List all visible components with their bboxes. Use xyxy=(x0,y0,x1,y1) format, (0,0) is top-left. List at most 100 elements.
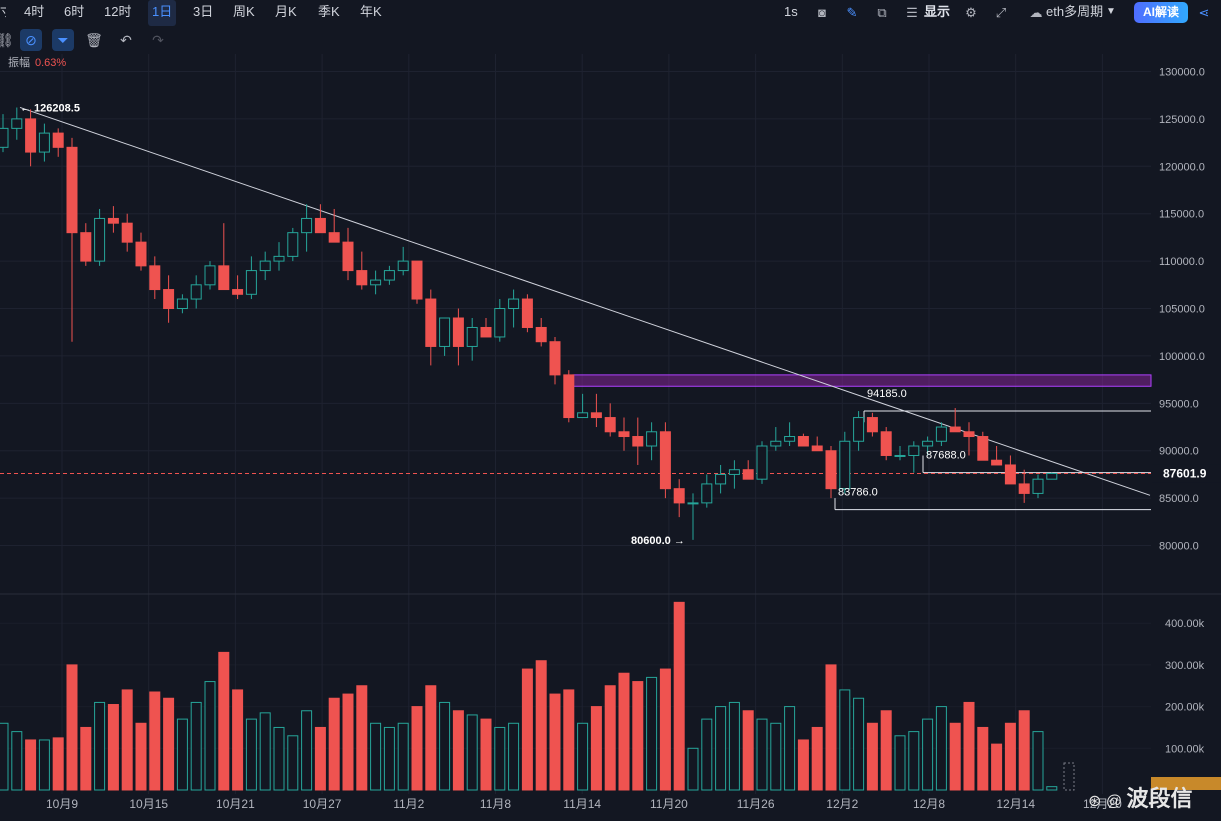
candle-body xyxy=(880,431,892,456)
timeframe-tab-8[interactable]: 年K xyxy=(360,4,382,19)
price-tick-label: 105000.0 xyxy=(1159,304,1205,316)
volume-bar xyxy=(273,726,285,791)
undo-icon[interactable]: ↶ xyxy=(120,32,132,48)
filter-icon[interactable]: ⏷ xyxy=(52,29,74,51)
price-tick-label: 110000.0 xyxy=(1159,256,1204,268)
candle-body xyxy=(673,488,685,504)
candle-body xyxy=(991,459,1003,466)
redo-icon[interactable]: ↷ xyxy=(152,32,164,48)
magnet-icon[interactable]: ⊘ xyxy=(20,29,42,51)
time-tick-label: 11月26 xyxy=(737,797,775,811)
volume-bar xyxy=(866,722,878,791)
candle-body xyxy=(259,260,271,272)
draw-pen-icon[interactable]: ✎ xyxy=(846,5,858,20)
candle-body xyxy=(163,289,175,310)
candle-body xyxy=(797,436,809,447)
candle-body xyxy=(687,502,699,505)
volume-bar xyxy=(673,601,685,791)
volume-series xyxy=(0,601,1075,791)
volume-bar xyxy=(135,722,147,791)
camera-icon[interactable]: ◙ xyxy=(818,5,826,20)
cut-timeframe-label[interactable]: 寸 xyxy=(0,0,6,26)
time-tick-label: 12月20 xyxy=(1083,797,1122,811)
volume-bar xyxy=(480,718,492,791)
volume-bar xyxy=(0,722,9,791)
timeframe-tab-2[interactable]: 12时 xyxy=(104,4,132,19)
volume-bar xyxy=(715,706,727,791)
level-3-label: 83786.0 xyxy=(838,487,878,499)
link-icon[interactable]: ⛓ xyxy=(0,32,14,48)
candle-body xyxy=(466,326,478,347)
volume-bar xyxy=(590,706,602,791)
timeframe-tab-4[interactable]: 3日 xyxy=(193,4,214,19)
volume-bar xyxy=(176,718,188,791)
candle-body xyxy=(701,483,713,504)
volume-bar xyxy=(839,689,851,791)
volume-bar xyxy=(604,685,616,791)
menu-icon[interactable]: ☰ xyxy=(906,5,918,20)
drawing-toolbar: ⛓ ⊘ ⏷ 🗑 ↶ ↷ xyxy=(0,26,1221,54)
chevron-down-icon[interactable]: ▼ xyxy=(1106,6,1116,17)
volume-bar xyxy=(797,739,809,791)
candle-body xyxy=(425,298,437,347)
interval-button[interactable]: 1s xyxy=(784,4,798,19)
fullscreen-icon[interactable]: ⤢ xyxy=(995,5,1007,20)
candlestick-chart[interactable]: 130000.0 125000.0 120000.0 115000.0 110000.0… xyxy=(0,54,1221,821)
volume-bar xyxy=(742,710,754,791)
volume-bar xyxy=(521,668,533,791)
current-price-tag xyxy=(1152,464,1221,483)
time-tick-label: 10月15 xyxy=(129,797,168,811)
candle-body xyxy=(563,374,575,419)
volume-bar xyxy=(121,689,133,791)
volume-bar xyxy=(452,710,464,791)
timeframe-tab-6[interactable]: 月K xyxy=(275,4,297,19)
high-annotation: ← 126208.5 xyxy=(20,102,80,114)
candle-series xyxy=(0,107,1058,540)
volume-bar xyxy=(383,726,395,791)
ai-interpret-button[interactable]: AI解读 xyxy=(1134,2,1188,23)
volume-bar xyxy=(342,693,354,791)
volume-bar xyxy=(756,718,768,791)
volume-bar xyxy=(646,676,658,791)
volume-tick-label: 100.00k xyxy=(1165,743,1205,755)
volume-bar xyxy=(977,726,989,791)
timeframe-tab-1[interactable]: 6时 xyxy=(64,4,85,19)
candle-body xyxy=(38,132,50,153)
candle-body xyxy=(121,222,133,243)
volume-bar xyxy=(963,701,975,791)
time-tick-label: 11月20 xyxy=(650,797,688,811)
candle-body xyxy=(314,217,326,234)
volume-bar xyxy=(397,722,409,791)
chart-axes: 130000.0 125000.0 120000.0 115000.0 110000.0… xyxy=(20,66,1221,811)
resistance-zone xyxy=(572,374,1152,387)
volume-bar xyxy=(949,722,961,791)
candle-body xyxy=(866,417,878,433)
display-button[interactable]: 显示 xyxy=(924,4,951,19)
price-tick-label: 125000.0 xyxy=(1159,114,1205,126)
volume-bar xyxy=(687,747,699,791)
volume-bar xyxy=(728,701,740,791)
volume-bar xyxy=(411,706,423,791)
timeframe-tab-0[interactable]: 4时 xyxy=(24,4,45,19)
candle-body xyxy=(1046,472,1058,480)
price-tick-label: 130000.0 xyxy=(1159,66,1205,78)
candle-body xyxy=(397,260,409,272)
settings-gear-icon[interactable]: ⚙ xyxy=(965,5,977,20)
timeframe-tab-5[interactable]: 周K xyxy=(233,4,255,19)
volume-bar xyxy=(549,693,561,791)
candle-body xyxy=(0,127,9,148)
trash-icon[interactable]: 🗑 xyxy=(85,32,103,48)
timeframe-tab-3[interactable]: 1日 xyxy=(148,0,177,26)
layout-icon[interactable]: ⧉ xyxy=(877,5,887,20)
candle-body xyxy=(452,317,464,347)
low-annotation: 80600.0 → xyxy=(631,535,685,547)
candle-body xyxy=(728,469,740,475)
symbol-selector[interactable]: eth多周期 xyxy=(1046,4,1104,19)
volume-bar xyxy=(508,722,520,791)
candle-body xyxy=(439,317,451,347)
timeframe-tab-7[interactable]: 季K xyxy=(318,4,340,19)
candle-body xyxy=(494,308,506,338)
volume-bar xyxy=(922,718,934,791)
volume-bar xyxy=(908,731,920,791)
share-icon[interactable]: ⋖ xyxy=(1198,5,1210,20)
